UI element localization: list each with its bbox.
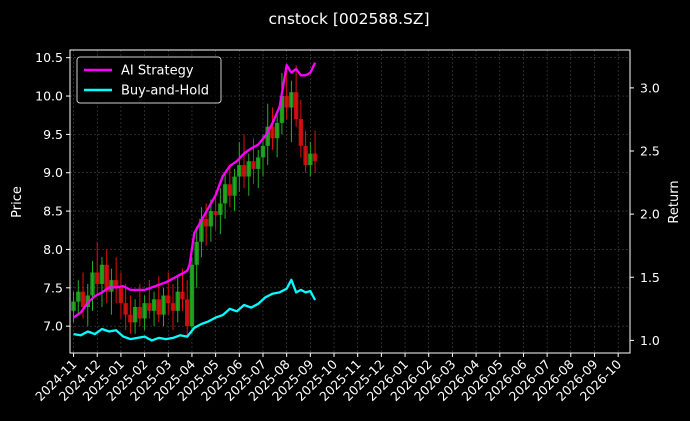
candle-body (194, 241, 199, 265)
candle-body (199, 218, 204, 242)
candle-body (151, 299, 157, 311)
candle-body (137, 306, 143, 319)
candle-body (213, 211, 218, 215)
legend-label-ai-strategy: AI Strategy (121, 64, 194, 79)
candle-body (128, 314, 133, 323)
candle-body (308, 153, 313, 166)
candle-body (142, 303, 147, 319)
y-left-tick-label: 9.0 (43, 165, 63, 180)
candle-body (293, 92, 299, 120)
legend: AI Strategy Buy-and-Hold (76, 56, 222, 104)
candle-body (118, 287, 124, 304)
candle-body (256, 157, 261, 169)
candle-body (170, 303, 176, 311)
y-right-tick-label: 1.5 (640, 270, 660, 285)
candle-body (241, 165, 247, 177)
candle-body (123, 303, 128, 315)
candle-body (76, 291, 81, 302)
y-left-tick-label: 9.5 (43, 127, 63, 142)
candle-body (109, 280, 114, 292)
y-left-tick-label: 10.5 (35, 50, 63, 65)
y-right-tick-label: 3.0 (640, 80, 660, 95)
candle-body (189, 264, 195, 327)
series-line-ai-strategy (72, 62, 317, 319)
y-left-tick-label: 10.0 (35, 89, 63, 104)
candle-body (90, 272, 95, 296)
candle-body (104, 264, 109, 292)
y-right-tick-label: 2.5 (640, 144, 660, 159)
y-left-tick-label: 8.5 (43, 204, 63, 219)
candle-body (95, 272, 100, 284)
candle-body (279, 96, 285, 123)
chart-title: cnstock [002588.SZ] (268, 10, 429, 28)
candle-body (260, 145, 266, 158)
candle-body (208, 211, 214, 227)
candle-body (298, 119, 304, 146)
legend-box (76, 56, 222, 104)
candle-body (113, 280, 119, 288)
candle-body (303, 145, 308, 166)
y-right-tick-label: 1.0 (640, 333, 660, 348)
plot-frame (69, 49, 631, 354)
legend-label-buy-and-hold: Buy-and-Hold (121, 84, 209, 99)
series-line-buy-and-hold (73, 278, 317, 342)
candle-body (274, 122, 280, 139)
candle-body (251, 161, 256, 169)
candle-body (312, 153, 318, 162)
candle-body (222, 184, 228, 204)
candle-body (132, 306, 138, 323)
candle-body (161, 295, 166, 315)
y-left-tick-label: 8.0 (43, 242, 63, 257)
candle-body (270, 126, 275, 139)
candle-body (237, 165, 242, 177)
price-candles (71, 65, 318, 338)
candle-body (185, 299, 190, 327)
candle-body (156, 299, 161, 315)
return-lines (72, 62, 317, 342)
candle-body (265, 126, 270, 146)
y-axis-left-label: Price (10, 186, 25, 218)
y-left-tick-label: 7.0 (43, 319, 63, 334)
candle-body (246, 161, 251, 177)
candle-body (203, 218, 209, 227)
candle-body (147, 303, 152, 311)
candle-body (180, 291, 185, 300)
candle-body (80, 291, 86, 307)
candle-body (227, 184, 233, 196)
candle-body (175, 291, 180, 311)
candle-body (289, 92, 294, 108)
candle-body (218, 203, 223, 215)
candle-body (284, 96, 289, 108)
candle-body (71, 301, 76, 311)
y-right-tick-label: 2.0 (640, 207, 660, 222)
y-axis-right-label: Return (667, 180, 682, 223)
y-left-tick-label: 7.5 (43, 280, 63, 295)
candle-body (166, 295, 171, 304)
candle-body (232, 176, 237, 196)
candle-body (99, 264, 105, 284)
